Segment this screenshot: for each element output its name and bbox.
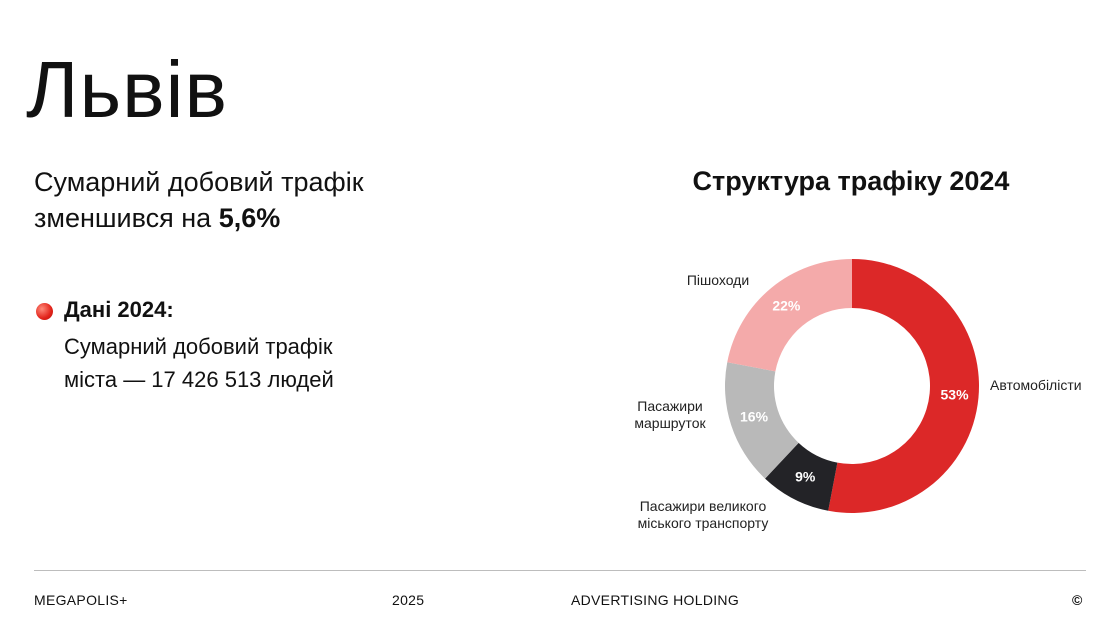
donut-slice: [765, 442, 838, 511]
category-label: Пішоходи: [686, 272, 750, 288]
bullet-heading: Дані 2024:: [64, 297, 174, 322]
subtitle-text: Сумарний добовий трафік зменшився на: [34, 167, 364, 233]
value-label: 16%: [740, 409, 769, 425]
footer-holding: ADVERTISING HOLDING: [571, 592, 740, 608]
footer-rule: [34, 570, 1086, 571]
footer-brand: MEGAPOLIS+: [34, 592, 128, 608]
category-label: Пасажири маршруток: [634, 398, 706, 431]
donut-slice: [725, 362, 799, 479]
footer-year: 2025: [392, 592, 425, 608]
subtitle-highlight: 5,6%: [218, 203, 281, 233]
footer-copyright: ©: [1072, 592, 1083, 608]
value-label: 22%: [772, 297, 801, 313]
category-label: Пасажири великого міського транспорту: [637, 498, 769, 531]
bullet-text: Сумарний добовий трафік міста — 17 426 5…: [64, 334, 334, 392]
bullet-dot: [36, 303, 53, 320]
subtitle: Сумарний добовий трафік зменшився на 5,6…: [34, 164, 434, 236]
category-label: Автомобілісти: [990, 377, 1082, 393]
value-label: 53%: [941, 386, 970, 402]
value-label: 9%: [795, 468, 816, 484]
donut-slice: [828, 259, 979, 513]
donut-slice: [727, 259, 852, 372]
page-title: Львів: [26, 45, 228, 134]
chart-title: Структура трафіку 2024: [692, 166, 1010, 196]
